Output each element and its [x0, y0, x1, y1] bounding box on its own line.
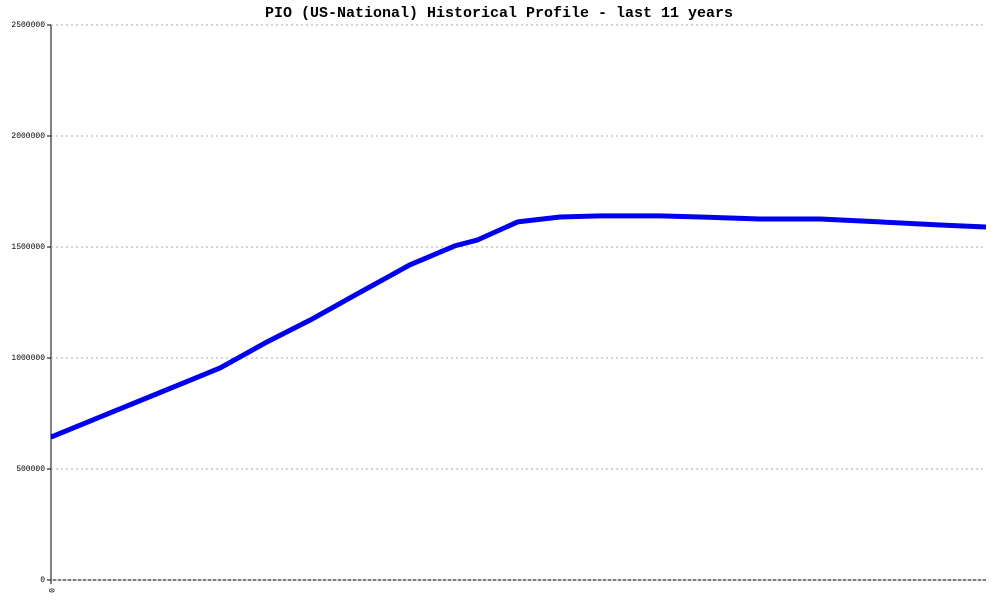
- y-tick-label: 1000000: [11, 354, 45, 363]
- data-line: [50, 213, 987, 440]
- y-tick-label: 0: [40, 576, 45, 585]
- y-tick-label: 1500000: [11, 243, 45, 252]
- y-tick-label: 2000000: [11, 132, 45, 141]
- x-tick-label: 0: [46, 588, 55, 593]
- y-tick-label: 2500000: [11, 21, 45, 30]
- y-tick-label: 500000: [16, 465, 45, 474]
- chart-title: PIO (US-National) Historical Profile - l…: [265, 5, 733, 22]
